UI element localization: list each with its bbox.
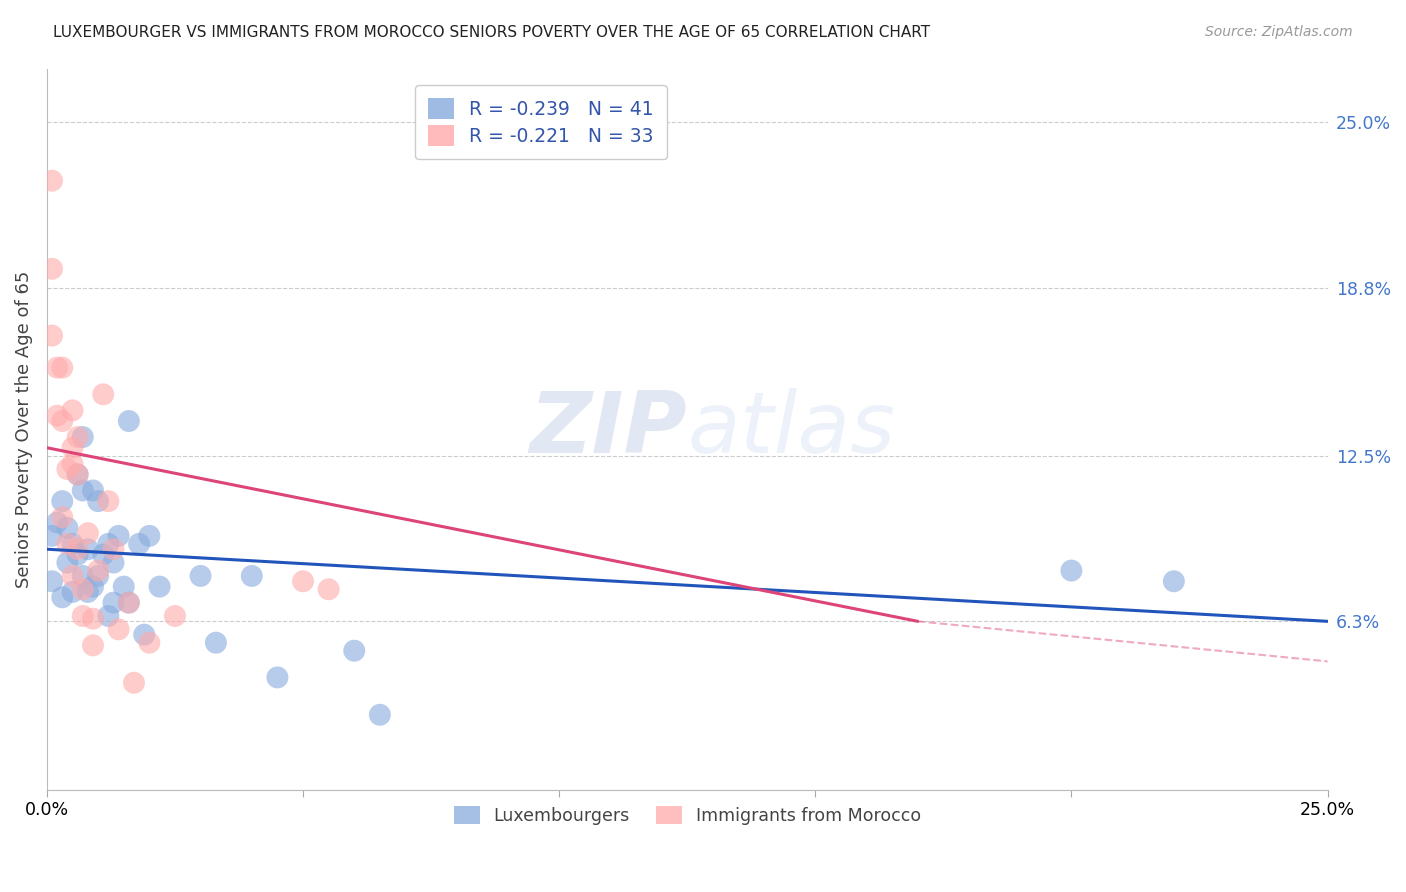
Point [240,569,263,583]
Point [368,707,391,722]
Point [76,585,98,599]
Point [118,596,141,610]
Point [72,582,94,597]
Point [62,403,84,417]
Point [103,542,125,557]
Point [72,569,94,583]
Point [292,574,315,589]
Point [51,494,73,508]
Point [1163,574,1185,589]
Point [190,569,212,583]
Point [97,537,120,551]
Point [41,261,63,276]
Point [46,360,69,375]
Point [41,529,63,543]
Point [46,516,69,530]
Point [91,387,114,401]
Point [76,542,98,557]
Point [318,582,340,597]
Point [82,580,104,594]
Point [138,636,160,650]
Point [76,526,98,541]
Point [62,585,84,599]
Point [56,537,79,551]
Point [62,537,84,551]
Point [66,467,89,482]
Point [103,556,125,570]
Point [118,414,141,428]
Point [51,591,73,605]
Point [97,494,120,508]
Point [205,636,228,650]
Point [62,457,84,471]
Point [122,675,145,690]
Point [66,467,89,482]
Point [82,612,104,626]
Point [87,494,110,508]
Point [87,564,110,578]
Point [107,529,129,543]
Point [51,510,73,524]
Point [41,174,63,188]
Point [112,580,135,594]
Point [149,580,172,594]
Text: Source: ZipAtlas.com: Source: ZipAtlas.com [1205,25,1353,39]
Point [62,441,84,455]
Point [56,462,79,476]
Point [128,537,150,551]
Point [66,542,89,557]
Text: LUXEMBOURGER VS IMMIGRANTS FROM MOROCCO SENIORS POVERTY OVER THE AGE OF 65 CORRE: LUXEMBOURGER VS IMMIGRANTS FROM MOROCCO … [53,25,931,40]
Text: atlas: atlas [688,387,896,471]
Point [118,596,141,610]
Text: ZIP: ZIP [530,387,688,471]
Point [72,483,94,498]
Point [41,574,63,589]
Point [51,414,73,428]
Point [66,548,89,562]
Point [103,596,125,610]
Point [72,430,94,444]
Legend: Luxembourgers, Immigrants from Morocco: Luxembourgers, Immigrants from Morocco [443,796,931,835]
Point [163,609,186,624]
Point [66,430,89,444]
Point [82,483,104,498]
Point [91,548,114,562]
Point [56,556,79,570]
Point [56,521,79,535]
Point [82,638,104,652]
Point [343,643,366,657]
Point [266,670,288,684]
Point [87,569,110,583]
Point [72,609,94,624]
Point [51,360,73,375]
Point [46,409,69,423]
Point [62,569,84,583]
Point [41,328,63,343]
Point [134,628,156,642]
Point [1060,564,1083,578]
Point [97,609,120,624]
Y-axis label: Seniors Poverty Over the Age of 65: Seniors Poverty Over the Age of 65 [15,270,32,588]
Point [107,623,129,637]
Point [138,529,160,543]
